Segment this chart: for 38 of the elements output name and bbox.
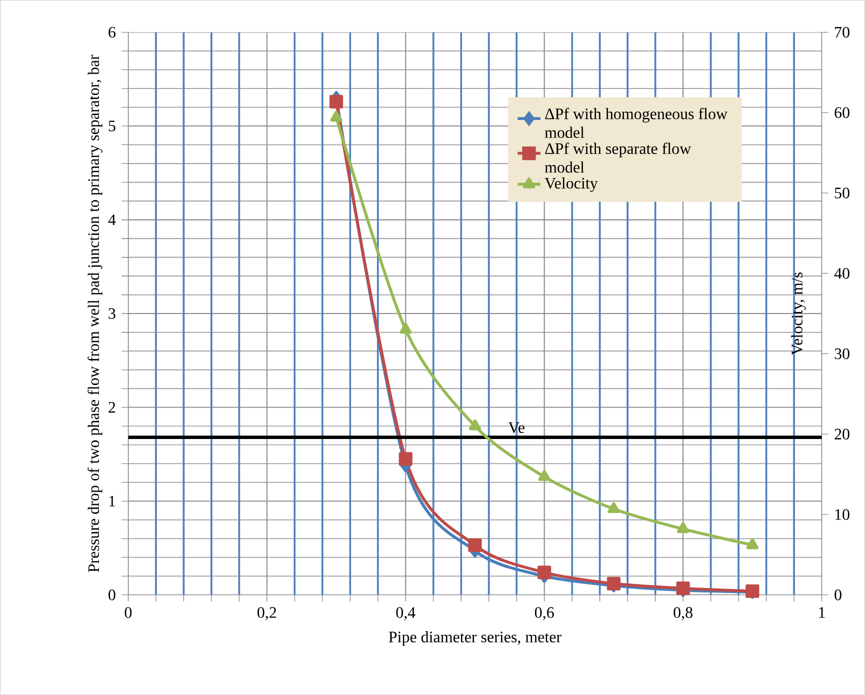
y2-tick-label: 10 <box>835 509 850 520</box>
y-tick-label: 5 <box>108 120 116 132</box>
x-tick-label: 0,2 <box>258 607 276 620</box>
x-tick-label: 0 <box>124 607 132 618</box>
point <box>538 470 550 481</box>
y-axis-title: Pressure drop of two phase flow from well pad junction to primary separator, bar <box>88 54 102 572</box>
x-tick-label: 0,8 <box>674 607 692 620</box>
y-tick-label: 0 <box>108 589 116 600</box>
x-tick-label: 0,6 <box>534 607 554 620</box>
y2-tick-label: 40 <box>834 268 850 279</box>
point <box>330 110 342 122</box>
x-tick-label: 0,4 <box>396 607 416 620</box>
point <box>538 566 552 580</box>
y-tick-label: 2 <box>108 402 116 413</box>
point <box>676 522 690 534</box>
x-tick-label: 1 <box>819 607 825 618</box>
point <box>329 94 344 108</box>
y-tick-label: 1 <box>109 496 115 506</box>
point <box>468 419 482 430</box>
y2-tick-label: 60 <box>834 107 850 118</box>
legend-label: ΔPf with separate flow model <box>544 142 692 173</box>
y2-tick-label: 70 <box>835 26 850 38</box>
y2-tick-label: 30 <box>834 348 850 360</box>
legend-label: ΔPf with homogeneous flow model <box>544 108 728 138</box>
y2-tick-label: 0 <box>834 589 842 600</box>
y2-axis-title: Velocity, m/s <box>791 272 806 356</box>
x-axis-title: Pipe diameter series, meter <box>388 631 562 646</box>
y-tick-label: 3 <box>108 308 116 319</box>
point <box>746 538 758 550</box>
legend-label: Velocity <box>544 177 598 192</box>
y-tick-label: 4 <box>108 214 116 226</box>
y2-tick-label: 20 <box>834 428 850 440</box>
point <box>398 452 412 466</box>
y2-tick-label: 50 <box>834 188 850 198</box>
point <box>468 538 482 552</box>
y-tick-label: 6 <box>108 26 116 38</box>
point <box>608 502 620 513</box>
point <box>400 322 412 334</box>
